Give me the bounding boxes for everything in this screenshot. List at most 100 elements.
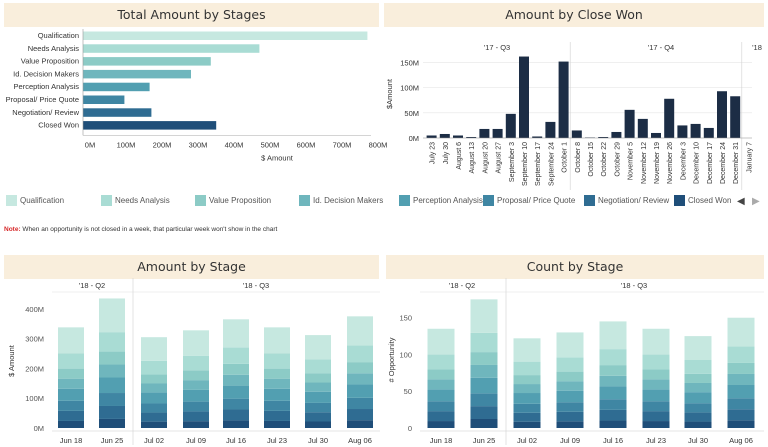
quarter-label: '18 - Q2 — [449, 281, 475, 290]
y-axis-title: # Opportunity — [387, 337, 396, 382]
weekly-bar — [453, 135, 463, 138]
stacked-segment — [223, 385, 249, 399]
stacked-segment — [470, 393, 498, 407]
stacked-segment — [99, 364, 125, 378]
x-tick-label: 500M — [261, 140, 280, 149]
week-label: October 29 — [614, 142, 621, 177]
stacked-segment — [556, 371, 584, 382]
week-label: November 12 — [641, 142, 648, 184]
stacked-segment — [684, 373, 712, 383]
stacked-segment — [141, 383, 167, 393]
stacked-segment — [223, 347, 249, 364]
stacked-segment — [513, 361, 541, 376]
stacked-segment — [183, 380, 209, 390]
week-label: September 17 — [535, 142, 542, 186]
stacked-segment — [513, 384, 541, 394]
stacked-segment — [427, 411, 455, 422]
weekly-bar — [466, 136, 477, 138]
legend-swatch — [399, 195, 410, 206]
stacked-segment — [183, 401, 209, 412]
week-label: Jun 25 — [473, 436, 496, 445]
stacked-segment — [305, 382, 331, 392]
y-tick-label: 50 — [404, 387, 412, 396]
stacked-segment — [347, 373, 373, 385]
stacked-segment — [556, 411, 584, 422]
legend-label: Needs Analysis — [115, 196, 170, 205]
legend-prev-arrow-icon[interactable]: ◀ — [737, 196, 745, 207]
stacked-segment — [727, 384, 755, 399]
weekly-bar — [730, 96, 741, 138]
stacked-segment — [642, 379, 670, 390]
stacked-segment — [141, 392, 167, 404]
stacked-segment — [141, 403, 167, 413]
y-tick-label: 0M — [34, 424, 44, 433]
chart-note: Note: When an opportunity is not closed … — [4, 226, 277, 233]
y-tick-label: 50M — [404, 109, 419, 118]
stacked-segment — [599, 365, 627, 376]
weekly-bar — [717, 91, 727, 138]
stacked-segment — [141, 360, 167, 375]
weekly-bar — [532, 136, 543, 138]
x-tick-label: 600M — [297, 140, 316, 149]
stacked-segment — [183, 421, 209, 428]
stacked-segment — [727, 317, 755, 347]
quarter-label: '18 - Q2 — [79, 281, 105, 290]
weekly-bar — [677, 125, 688, 138]
stacked-segment — [642, 369, 670, 380]
stage-label: Perception Analysis — [14, 82, 80, 91]
stacked-segment — [141, 412, 167, 422]
stage-bar — [83, 69, 191, 79]
week-label: August 13 — [469, 142, 476, 174]
legend-next-arrow-icon[interactable]: ▶ — [752, 196, 760, 207]
stacked-segment — [513, 421, 541, 428]
stacked-segment — [141, 337, 167, 361]
stacked-segment — [223, 374, 249, 386]
legend-label: Perception Analysis — [413, 196, 483, 205]
week-label: July 30 — [443, 142, 450, 164]
stacked-segment — [599, 399, 627, 410]
stage-label: Proposal/ Price Quote — [6, 95, 79, 104]
stacked-segment — [99, 332, 125, 352]
legend-swatch — [483, 195, 494, 206]
week-label: December 3 — [680, 142, 687, 180]
y-tick-label: 400M — [25, 305, 44, 314]
stacked-segment — [470, 352, 498, 365]
quarter-label: '17 - Q4 — [648, 43, 674, 52]
week-label: October 8 — [575, 142, 582, 173]
stacked-segment — [556, 390, 584, 403]
stage-label: Id. Decision Makers — [13, 69, 79, 78]
stacked-segment — [99, 393, 125, 406]
stacked-segment — [684, 403, 712, 413]
legend-swatch — [674, 195, 685, 206]
weekly-bar — [611, 131, 622, 138]
stage-bar — [83, 95, 125, 104]
stacked-segment — [264, 353, 290, 369]
quarter-label: '18 - Q3 — [621, 281, 647, 290]
stage-label: Value Proposition — [21, 57, 79, 66]
stacked-segment — [684, 421, 712, 428]
week-label: Jul 30 — [308, 436, 328, 445]
y-tick-label: 150M — [400, 59, 419, 68]
stage-bar — [83, 57, 211, 66]
weekly-bar — [690, 123, 701, 138]
week-label: December 24 — [720, 142, 727, 184]
week-label: November 26 — [667, 142, 674, 184]
weekly-bar — [664, 98, 675, 138]
stacked-segment — [305, 391, 331, 403]
stacked-segment — [470, 364, 498, 378]
stacked-segment — [305, 359, 331, 374]
stacked-segment — [642, 354, 670, 370]
stacked-segment — [223, 363, 249, 375]
stacked-segment — [427, 421, 455, 428]
stacked-segment — [727, 373, 755, 385]
week-label: Jul 23 — [646, 436, 666, 445]
stacked-segment — [264, 400, 290, 411]
week-label: Jul 02 — [517, 436, 537, 445]
y-tick-label: 100M — [25, 394, 44, 403]
weekly-bar — [505, 113, 516, 138]
stacked-segment — [264, 410, 290, 421]
week-label: Jul 16 — [603, 436, 623, 445]
stacked-segment — [223, 398, 249, 410]
stage-label: Needs Analysis — [28, 44, 80, 53]
stacked-segment — [470, 377, 498, 394]
